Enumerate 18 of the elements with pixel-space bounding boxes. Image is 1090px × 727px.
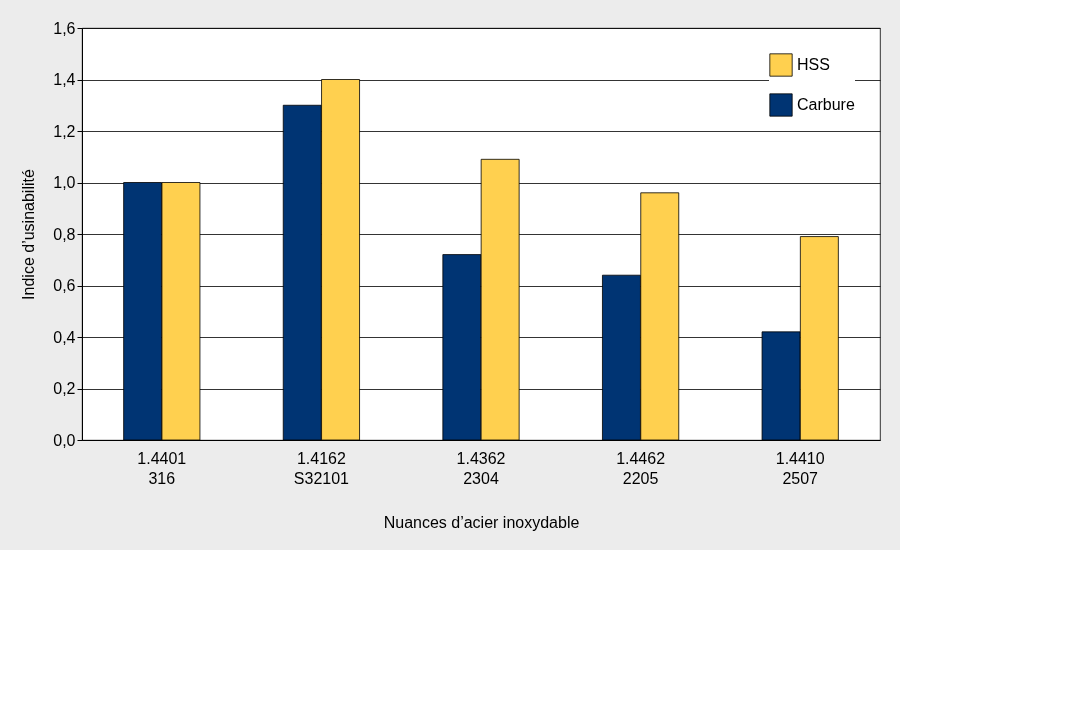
y-tick-label: 0,0	[53, 431, 76, 449]
x-tick-label: 1.4362 2304	[456, 449, 506, 487]
y-tick-label: 0,2	[53, 380, 76, 397]
x-axis-title: Nuances d’acier inoxydable	[383, 513, 580, 531]
x-tick-label: 1.4401 316	[137, 449, 187, 487]
y-tick-label: 0,4	[53, 328, 76, 346]
x-tick-label: 1.4462 2205	[616, 449, 666, 487]
y-tick-label: 1,2	[53, 122, 76, 140]
legend-label: Carbure	[797, 96, 855, 113]
y-tick-label: 0,6	[53, 277, 76, 294]
y-tick-label: 1,6	[53, 19, 76, 37]
legend-label: HSS	[797, 56, 830, 73]
y-tick-label: 1,4	[53, 71, 76, 88]
x-tick-label: 1.4162 S32101	[293, 449, 350, 487]
y-tick-label: 1,0	[53, 174, 76, 191]
y-axis-title: Indice d’usinabilité	[20, 169, 38, 300]
x-tick-label: 1.4410 2507	[775, 449, 825, 487]
y-tick-label: 0,8	[53, 225, 76, 243]
